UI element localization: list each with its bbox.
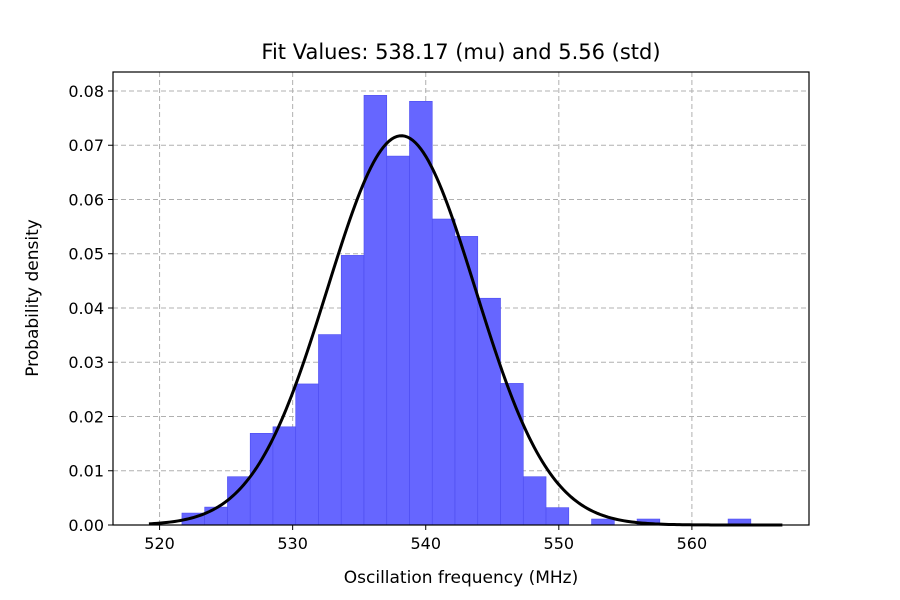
y-axis-ticks: 0.00 0.01 0.02 0.03 0.04 0.05 0.06 0.07 0.08	[68, 82, 113, 535]
histogram-bar	[522, 476, 547, 526]
histogram-bar	[318, 334, 342, 526]
plot-frame	[112, 71, 810, 526]
x-tick-label: 530	[277, 534, 308, 553]
y-tick-label: 0.03	[68, 353, 104, 372]
histogram-bar	[295, 383, 319, 526]
x-tick-label: 550	[544, 534, 575, 553]
histogram-bar	[454, 236, 479, 526]
y-axis-label: Probability density	[23, 219, 43, 377]
histogram-bar	[272, 426, 297, 526]
histogram-bars	[181, 95, 752, 526]
histogram-bar	[500, 383, 524, 526]
y-tick-label: 0.04	[68, 299, 104, 318]
plot-area	[112, 71, 810, 527]
histogram-bar	[227, 476, 251, 526]
histogram-bar	[431, 218, 456, 526]
chart-title: Fit Values: 538.17 (mu) and 5.56 (std)	[261, 40, 660, 64]
x-tick-label: 540	[410, 534, 441, 553]
y-tick-label: 0.08	[68, 82, 104, 101]
x-tick-label: 560	[677, 534, 708, 553]
x-axis-ticks: 520 530 540 550 560	[144, 525, 707, 553]
x-axis-label: Oscillation frequency (MHz)	[344, 568, 578, 588]
y-tick-label: 0.00	[68, 516, 104, 535]
y-tick-label: 0.05	[68, 245, 104, 264]
x-tick-label: 520	[144, 534, 175, 553]
y-tick-label: 0.01	[68, 462, 104, 481]
y-tick-label: 0.06	[68, 190, 104, 209]
histogram-bar	[409, 100, 433, 526]
y-tick-label: 0.02	[68, 407, 104, 426]
histogram-bar	[591, 518, 615, 526]
histogram-bar	[545, 507, 570, 526]
histogram-bar	[386, 155, 410, 526]
y-tick-label: 0.07	[68, 136, 104, 155]
histogram-bar	[340, 255, 365, 526]
